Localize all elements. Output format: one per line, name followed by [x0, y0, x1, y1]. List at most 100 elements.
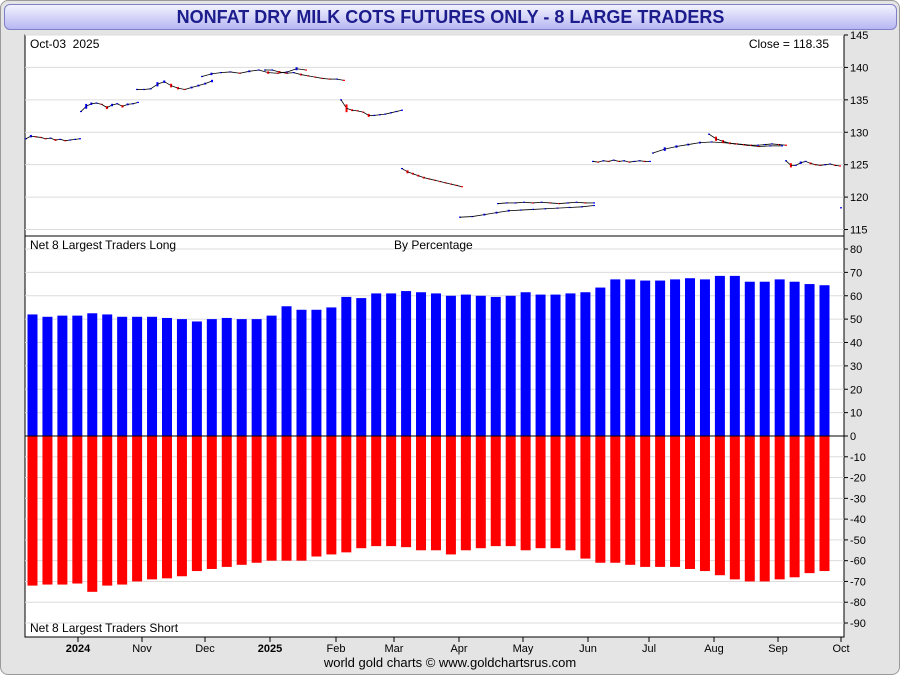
axis-layer: 115 120 125 130 135 140 145 80 70 60 50 40 30 20 10 0 -1… [66, 30, 869, 655]
long-bar [670, 279, 681, 436]
price-bar [44, 138, 47, 140]
price-bar [593, 202, 595, 204]
price-line-segment [258, 69, 269, 73]
price-line-segment [286, 68, 297, 73]
long-bar [281, 306, 292, 436]
long-bar [580, 292, 591, 436]
long-bar [789, 281, 800, 436]
long-bar [27, 314, 38, 436]
bar-tick-label: -60 [850, 556, 866, 568]
price-tick-label: 125 [850, 160, 868, 172]
short-bar [490, 436, 501, 547]
price-line-segment [272, 69, 280, 73]
price-bar [708, 133, 710, 135]
long-bar [610, 279, 621, 436]
price-line-segment [191, 85, 199, 88]
short-bar [72, 436, 83, 584]
price-line-segment [688, 142, 700, 145]
bar-tick-label: -30 [850, 493, 866, 505]
price-bar [497, 202, 499, 205]
price-tick-label: 120 [850, 192, 868, 204]
price-line-segment [711, 141, 724, 144]
short-bar [685, 436, 696, 569]
price-line-segment [699, 141, 712, 144]
price-bar [444, 182, 447, 184]
long-bar [625, 279, 636, 436]
price-line-segment [743, 144, 752, 146]
price-line-segment [664, 146, 677, 150]
price-line-segment [736, 143, 745, 145]
short-bar [42, 436, 53, 585]
short-bar [311, 436, 322, 557]
long-bar [655, 280, 666, 436]
price-line-segment [545, 207, 558, 210]
long-bar [42, 316, 53, 436]
short-bar [251, 436, 262, 563]
price-line-segment [541, 201, 551, 204]
short-bar [565, 436, 576, 551]
short-bar [132, 436, 143, 582]
bar-tick-label: -50 [850, 535, 866, 547]
long-bar [430, 293, 441, 436]
price-line-segment [205, 80, 213, 85]
short-bar [371, 436, 382, 547]
long-bar [341, 296, 352, 436]
short-bar [550, 436, 561, 549]
price-bar [211, 79, 213, 83]
long-bar [714, 275, 725, 436]
short-bar [819, 436, 830, 572]
x-tick-label: Dec [195, 643, 215, 655]
long-bar [72, 315, 83, 436]
long-bar [117, 316, 128, 436]
price-line-segment [771, 143, 780, 145]
long-bar [744, 281, 755, 436]
short-bar [176, 436, 187, 577]
short-bar [161, 436, 172, 579]
bar-tick-label: 30 [850, 361, 862, 373]
short-bar [774, 436, 785, 580]
price-line-segment [177, 87, 185, 90]
x-tick-label: Mar [385, 643, 404, 655]
short-bar [475, 436, 486, 549]
price-line-segment [567, 201, 577, 204]
price-line-segment [533, 208, 546, 210]
short-bar [356, 436, 367, 549]
short-bar [416, 436, 427, 551]
x-tick-label: Aug [704, 643, 724, 655]
short-bar [296, 436, 307, 561]
price-bar [785, 144, 787, 146]
long-bar [759, 281, 770, 436]
price-line-segment [764, 143, 773, 145]
short-bar [236, 436, 247, 565]
price-line-segment [778, 144, 787, 146]
x-tick-label: Sep [768, 643, 788, 655]
long-bar [132, 316, 143, 436]
short-bar [640, 436, 651, 567]
price-bar [710, 141, 713, 143]
long-panel-label: Net 8 Largest Traders Long [30, 238, 176, 252]
price-bar [532, 208, 535, 211]
short-bar [625, 436, 636, 565]
long-bar [550, 294, 561, 436]
short-bar [386, 436, 397, 547]
price-bar [267, 71, 270, 74]
price-bar [824, 164, 827, 166]
price-bar [343, 79, 345, 81]
x-tick-label: Apr [450, 643, 467, 655]
price-bar [840, 207, 842, 209]
price-line-segment [496, 210, 509, 214]
price-close-label: Close = 118.35 [749, 37, 829, 51]
price-line-segment [336, 78, 345, 81]
price-bar [649, 160, 651, 163]
short-bar [804, 436, 815, 574]
short-bar [266, 436, 277, 561]
price-bar [305, 69, 307, 71]
bar-tick-label: 0 [850, 431, 856, 443]
short-bar [221, 436, 232, 567]
price-line-segment [746, 144, 759, 147]
short-bar [610, 436, 621, 563]
long-bar [685, 278, 696, 436]
bar-tick-label: -10 [850, 452, 866, 464]
price-line-segment [472, 214, 485, 217]
